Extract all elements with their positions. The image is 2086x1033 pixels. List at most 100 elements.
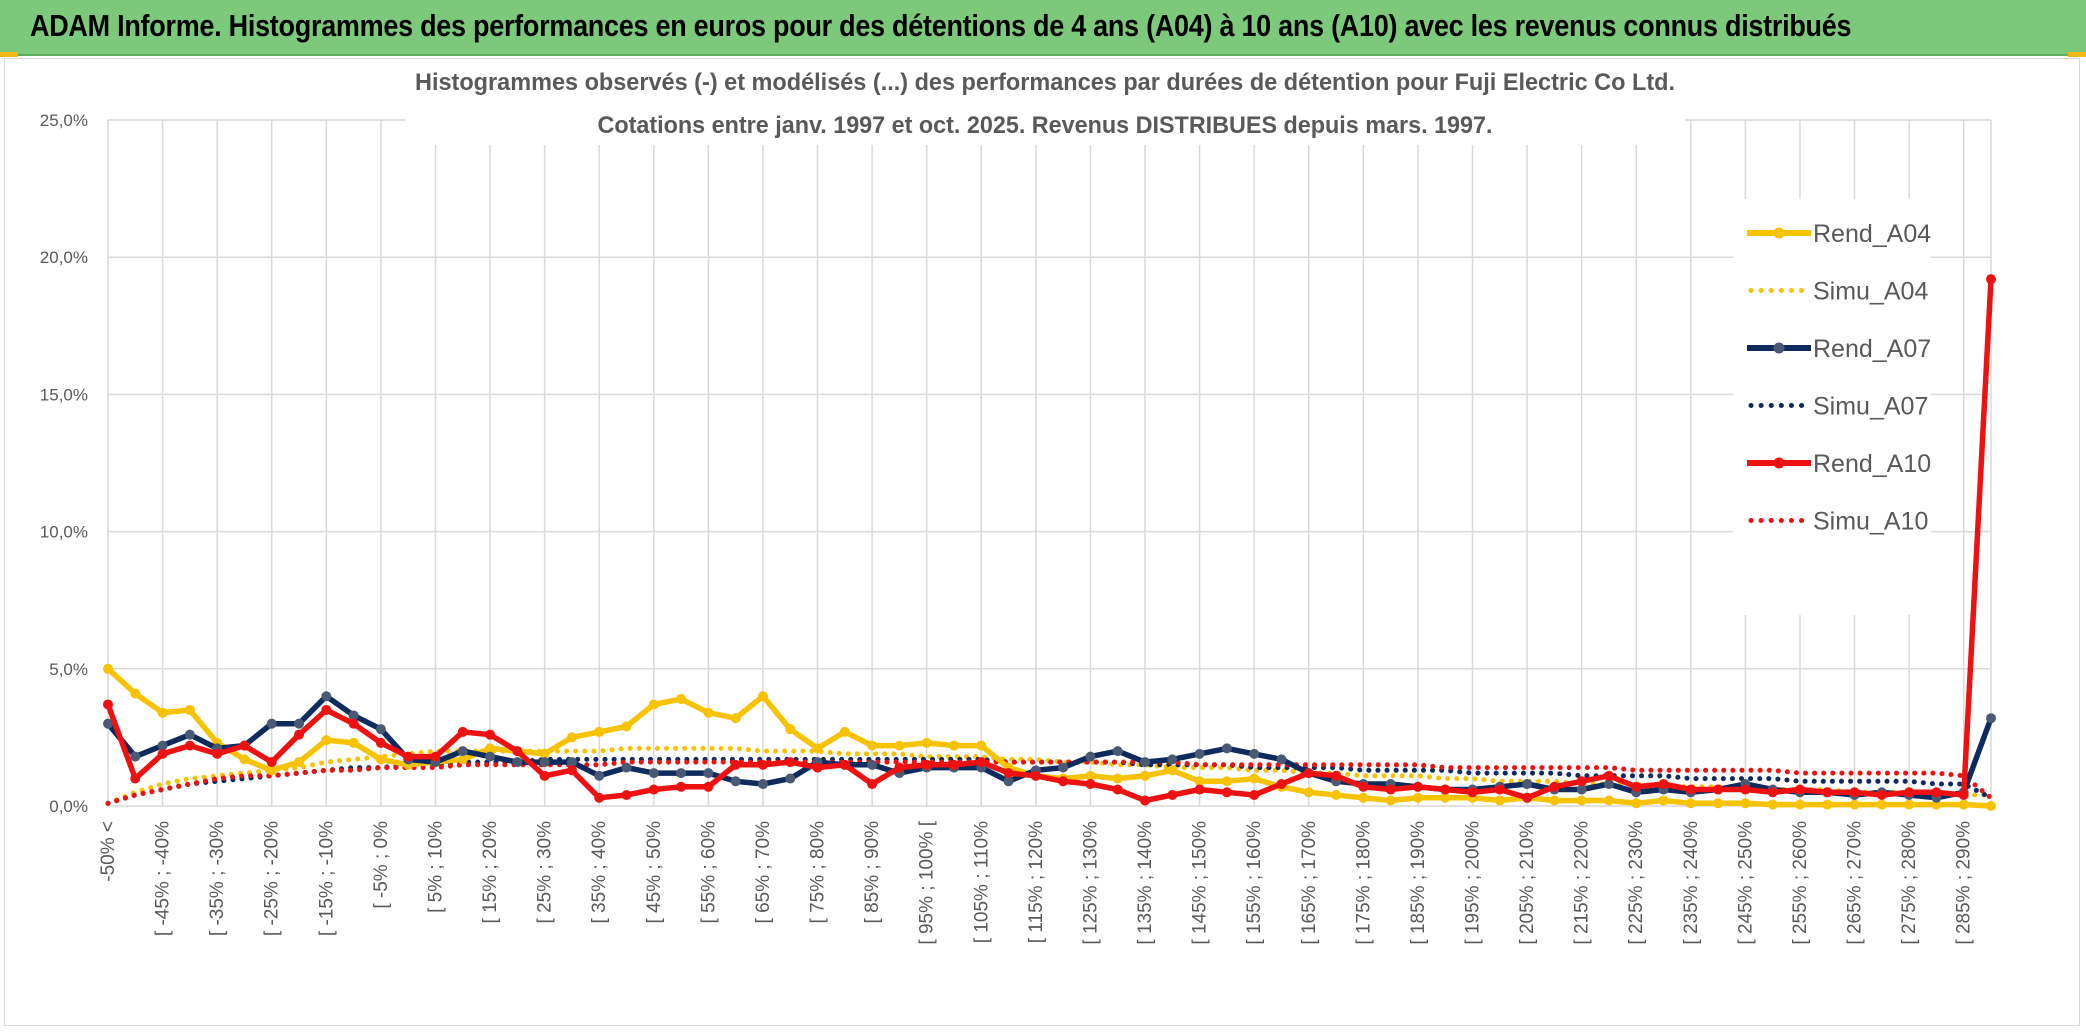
data-point-rend-a07 <box>1167 754 1178 765</box>
data-point-rend-a07 <box>348 710 359 721</box>
data-point-rend-a04 <box>1576 795 1587 806</box>
legend-label: Simu_A10 <box>1813 508 1928 536</box>
x-tick-label: [ 225% ; 230% <box>1626 821 1647 945</box>
data-point-rend-a04 <box>621 721 632 732</box>
data-point-rend-a04 <box>1713 798 1724 809</box>
data-point-rend-a10 <box>894 762 905 773</box>
y-tick-label: 5,0% <box>49 660 88 679</box>
x-tick-label: [ 165% ; 170% <box>1299 821 1320 945</box>
data-point-rend-a10 <box>1412 781 1423 792</box>
x-tick-label: [ 45% ; 50% <box>644 821 665 924</box>
data-point-rend-a10 <box>812 762 823 773</box>
data-point-rend-a07 <box>1522 779 1533 790</box>
data-point-rend-a10 <box>1576 776 1587 787</box>
data-point-rend-a10 <box>1303 768 1314 779</box>
data-point-rend-a10 <box>266 757 277 768</box>
x-tick-label: [ -5% ; 0% <box>371 821 392 909</box>
legend-item-simu-a07: Simu_A07 <box>1748 393 1928 421</box>
data-point-rend-a07 <box>676 768 687 779</box>
data-point-rend-a04 <box>375 754 386 765</box>
data-point-rend-a07 <box>1194 748 1205 759</box>
data-point-rend-a04 <box>1440 792 1451 803</box>
corner-accent-left <box>0 52 18 57</box>
series-rend-a10 <box>103 274 1996 806</box>
y-tick-label: 25,0% <box>40 111 88 130</box>
legend-label: Rend_A04 <box>1813 220 1931 248</box>
data-point-rend-a04 <box>1358 792 1369 803</box>
data-point-rend-a10 <box>1740 784 1751 795</box>
chart-title: Histogrammes observés (-) et modélisés (… <box>415 69 1675 96</box>
data-point-rend-a10 <box>1658 779 1669 790</box>
data-point-rend-a10 <box>1794 784 1805 795</box>
legend-marker <box>1773 457 1785 469</box>
data-point-rend-a07 <box>1576 784 1587 795</box>
data-point-rend-a07 <box>1140 757 1151 768</box>
data-point-rend-a04 <box>703 707 714 718</box>
data-point-rend-a07 <box>867 759 878 770</box>
data-point-rend-a10 <box>1958 790 1969 801</box>
report-banner: ADAM Informe. Histogrammes des performan… <box>0 0 2086 56</box>
data-point-rend-a04 <box>1221 776 1232 787</box>
data-point-rend-a07 <box>1112 746 1123 757</box>
x-tick-label: [ 285% ; 290% <box>1954 821 1975 945</box>
data-point-rend-a07 <box>757 779 768 790</box>
x-tick-label: [ 275% ; 280% <box>1899 821 1920 945</box>
data-point-rend-a07 <box>184 729 195 740</box>
data-point-rend-a04 <box>1194 776 1205 787</box>
data-point-rend-a10 <box>621 790 632 801</box>
data-point-rend-a10 <box>1194 784 1205 795</box>
data-point-rend-a10 <box>703 781 714 792</box>
data-point-rend-a10 <box>1494 784 1505 795</box>
data-point-rend-a07 <box>730 776 741 787</box>
data-point-rend-a10 <box>1003 768 1014 779</box>
chart-title-background <box>405 63 1685 145</box>
data-point-rend-a04 <box>1767 799 1778 810</box>
data-point-rend-a10 <box>1221 787 1232 798</box>
data-point-rend-a10 <box>785 757 796 768</box>
data-point-rend-a07 <box>321 691 332 702</box>
data-point-rend-a10 <box>130 773 141 784</box>
data-point-rend-a07 <box>1603 779 1614 790</box>
data-point-rend-a07 <box>1221 743 1232 754</box>
x-tick-label: [ 125% ; 130% <box>1080 821 1101 945</box>
data-point-rend-a10 <box>566 765 577 776</box>
data-point-rend-a07 <box>621 762 632 773</box>
data-point-rend-a04 <box>1876 799 1887 810</box>
data-point-rend-a10 <box>348 718 359 729</box>
histogram-chart: 0,0% 5,0% 10,0% 15,0% 20,0% 25,0% -50% < [ -45… <box>40 63 1996 945</box>
x-tick-label: [ 255% ; 260% <box>1790 821 1811 945</box>
legend-label: Simu_A07 <box>1813 393 1928 421</box>
x-tick-label: [ -35% ; -30% <box>207 821 228 936</box>
data-point-rend-a07 <box>566 757 577 768</box>
data-point-rend-a10 <box>1030 770 1041 781</box>
legend-item-rend-a04: Rend_A04 <box>1747 220 1931 248</box>
data-point-rend-a04 <box>457 754 468 765</box>
data-point-rend-a07 <box>375 724 386 735</box>
data-point-rend-a10 <box>1467 787 1478 798</box>
data-point-rend-a10 <box>1931 787 1942 798</box>
data-point-rend-a07 <box>1986 713 1996 724</box>
data-point-rend-a10 <box>321 704 332 715</box>
data-point-rend-a04 <box>1085 770 1096 781</box>
chart-subtitle: Cotations entre janv. 1997 et oct. 2025.… <box>598 112 1493 139</box>
data-point-rend-a04 <box>1494 795 1505 806</box>
y-axis-ticks: 0,0% 5,0% 10,0% 15,0% 20,0% 25,0% <box>40 111 88 816</box>
data-point-rend-a10 <box>1685 784 1696 795</box>
data-point-rend-a04 <box>184 704 195 715</box>
data-point-rend-a10 <box>1713 784 1724 795</box>
legend-marker <box>1773 342 1785 354</box>
report-title: ADAM Informe. Histogrammes des performan… <box>30 8 1852 43</box>
data-point-rend-a10 <box>1140 795 1151 806</box>
data-point-rend-a10 <box>757 759 768 770</box>
data-point-rend-a10 <box>157 748 168 759</box>
data-point-rend-a04 <box>1931 799 1942 810</box>
data-point-rend-a10 <box>103 699 113 710</box>
legend-label: Rend_A10 <box>1813 450 1931 478</box>
x-tick-label: [ -15% ; -10% <box>316 821 337 936</box>
x-tick-label: [ 145% ; 150% <box>1190 821 1211 945</box>
data-point-rend-a10 <box>1876 790 1887 801</box>
data-point-rend-a04 <box>839 726 850 737</box>
data-point-rend-a10 <box>1440 784 1451 795</box>
data-point-rend-a07 <box>485 751 496 762</box>
x-tick-label: [ 265% ; 270% <box>1845 821 1866 945</box>
